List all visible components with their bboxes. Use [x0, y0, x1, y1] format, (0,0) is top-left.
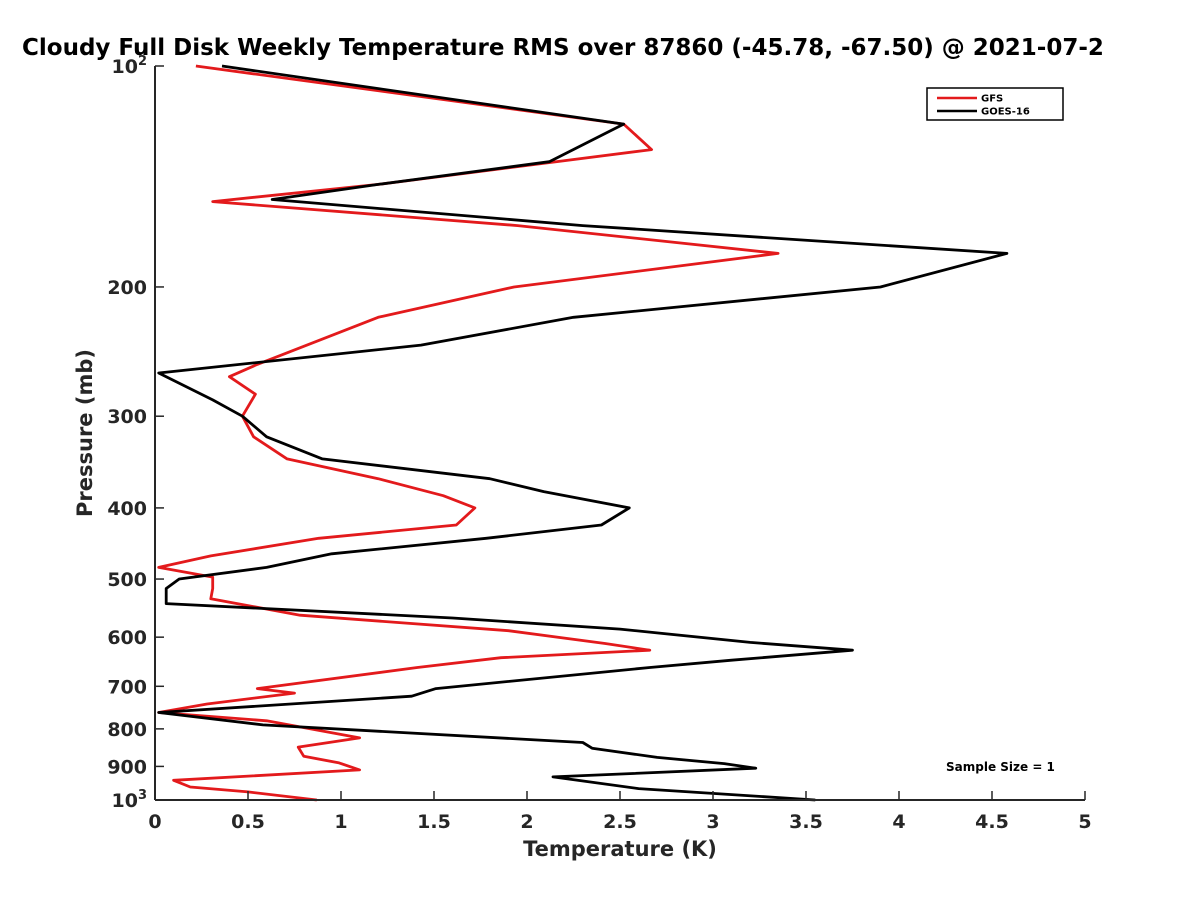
y-tick-label: 600	[107, 627, 147, 649]
y-axis-ticks: 102 200 300 400 500 600 700 800 900 103	[107, 54, 164, 812]
y-tick-label: 900	[107, 756, 147, 778]
x-axis-label: Temperature (K)	[523, 837, 717, 861]
series-line-goes16	[157, 64, 1009, 802]
x-tick-label: 0.5	[231, 811, 265, 833]
y-tick-label: 800	[107, 719, 147, 741]
y-tick-label: 103	[112, 788, 148, 812]
x-tick-label: 1.5	[417, 811, 451, 833]
x-axis-ticks: 0 0.5 1 1.5 2 2.5 3 3.5 4 4.5 5	[148, 791, 1092, 833]
x-tick-label: 4	[892, 811, 905, 833]
y-axis-label: Pressure (mb)	[73, 349, 97, 517]
sample-size-annotation: Sample Size = 1	[946, 760, 1055, 774]
chart-title: Cloudy Full Disk Weekly Temperature RMS …	[22, 35, 1104, 61]
y-tick-label: 500	[107, 569, 147, 591]
x-tick-label: 1	[334, 811, 347, 833]
legend-label-gfs: GFS	[981, 94, 1003, 105]
y-tick-label: 300	[107, 406, 147, 428]
x-tick-label: 2.5	[603, 811, 637, 833]
y-tick-label: 400	[107, 498, 147, 520]
x-tick-label: 3	[706, 811, 719, 833]
x-tick-label: 0	[148, 811, 161, 833]
legend-label-goes16: GOES-16	[981, 107, 1030, 118]
y-tick-label: 700	[107, 676, 147, 698]
y-tick-label: 200	[107, 277, 147, 299]
x-tick-label: 2	[520, 811, 533, 833]
plot-lines	[157, 64, 1009, 802]
legend-box	[926, 87, 1064, 121]
x-tick-label: 3.5	[789, 811, 823, 833]
legend: GFS GOES-16	[926, 87, 1064, 121]
x-tick-label: 4.5	[975, 811, 1009, 833]
y-tick-label: 102	[112, 54, 148, 78]
x-tick-label: 5	[1078, 811, 1091, 833]
series-line-gfs	[157, 64, 780, 802]
